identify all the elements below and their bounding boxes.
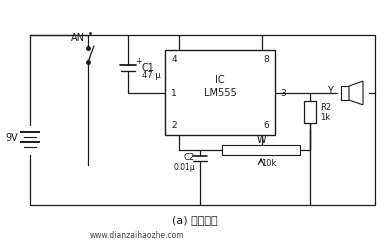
Bar [341,86,349,100]
Polygon shape [349,81,363,105]
Text: 3: 3 [280,88,286,98]
Bar [165,50,275,135]
Text: 8: 8 [263,54,269,64]
Text: 1: 1 [171,88,177,98]
Text: (a) 发射电路: (a) 发射电路 [172,215,218,225]
Bar [304,100,316,122]
Text: Y: Y [327,86,333,96]
Text: 9V: 9V [5,133,18,143]
Text: LM555: LM555 [204,88,237,98]
Text: R2: R2 [320,103,331,112]
Text: 6: 6 [263,122,269,130]
Bar [222,145,300,155]
Text: www.dianzaihaozhe.com: www.dianzaihaozhe.com [90,230,185,239]
Text: +: + [136,58,142,66]
Text: C2: C2 [184,152,195,162]
Text: 0.01μ: 0.01μ [173,164,195,172]
Text: W: W [256,135,266,145]
Text: C1: C1 [142,63,155,73]
Text: 1k: 1k [320,113,330,122]
Text: 10k: 10k [261,160,277,168]
Text: IC: IC [215,75,225,85]
Text: AN: AN [71,33,85,43]
Text: 47 μ: 47 μ [142,72,161,80]
Text: 4: 4 [171,54,177,64]
Text: 2: 2 [171,122,177,130]
